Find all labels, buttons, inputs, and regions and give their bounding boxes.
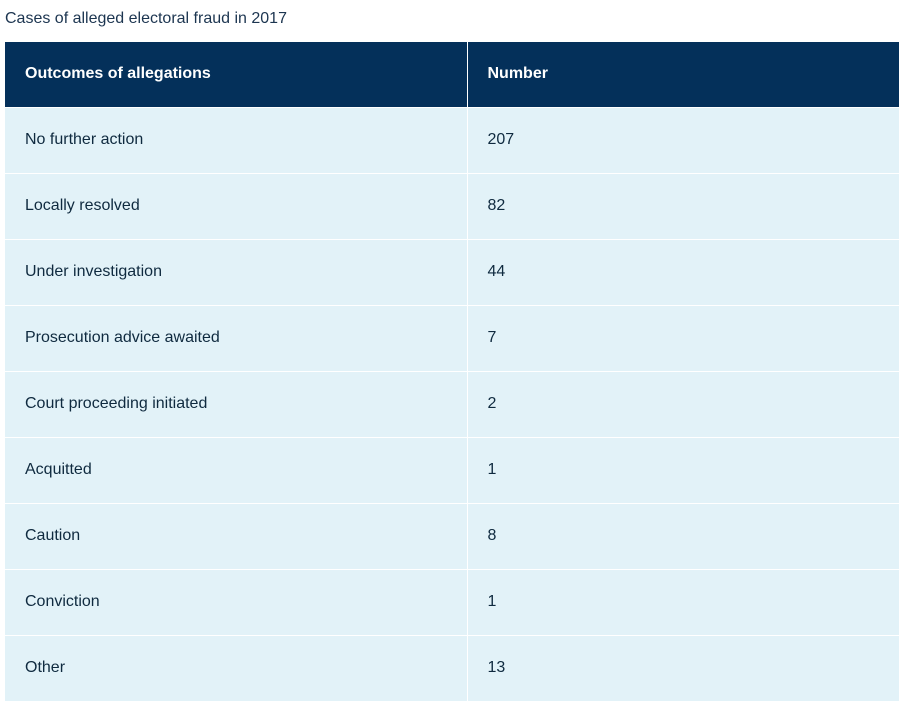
table-row: Court proceeding initiated 2 [5, 370, 899, 437]
header-outcomes: Outcomes of allegations [5, 42, 468, 107]
outcome-cell: Caution [5, 502, 468, 569]
header-row: Outcomes of allegations Number [5, 42, 899, 107]
table-row: No further action 207 [5, 106, 899, 173]
outcome-cell: Court proceeding initiated [5, 370, 468, 437]
outcome-cell: Locally resolved [5, 172, 468, 239]
outcome-cell: Acquitted [5, 436, 468, 503]
header-number: Number [467, 42, 899, 107]
table-row: Prosecution advice awaited 7 [5, 304, 899, 371]
number-cell: 1 [467, 436, 899, 503]
table-header: Outcomes of allegations Number [5, 42, 899, 107]
table-row: Conviction 1 [5, 568, 899, 635]
number-cell: 82 [467, 172, 899, 239]
outcome-cell: Other [5, 634, 468, 701]
number-cell: 1 [467, 568, 899, 635]
table-body: No further action 207 Locally resolved 8… [5, 106, 899, 701]
outcome-cell: No further action [5, 106, 468, 173]
table-row: Other 13 [5, 634, 899, 701]
number-cell: 8 [467, 502, 899, 569]
table-row: Acquitted 1 [5, 436, 899, 503]
outcome-cell: Under investigation [5, 238, 468, 305]
table-caption: Cases of alleged electoral fraud in 2017 [5, 10, 287, 27]
number-cell: 44 [467, 238, 899, 305]
outcome-cell: Conviction [5, 568, 468, 635]
number-cell: 2 [467, 370, 899, 437]
number-cell: 207 [467, 106, 899, 173]
outcome-cell: Prosecution advice awaited [5, 304, 468, 371]
table-row: Under investigation 44 [5, 238, 899, 305]
table-row: Locally resolved 82 [5, 172, 899, 239]
number-cell: 13 [467, 634, 899, 701]
number-cell: 7 [467, 304, 899, 371]
table-row: Caution 8 [5, 502, 899, 569]
allegations-table: Outcomes of allegations Number No furthe… [5, 42, 899, 701]
